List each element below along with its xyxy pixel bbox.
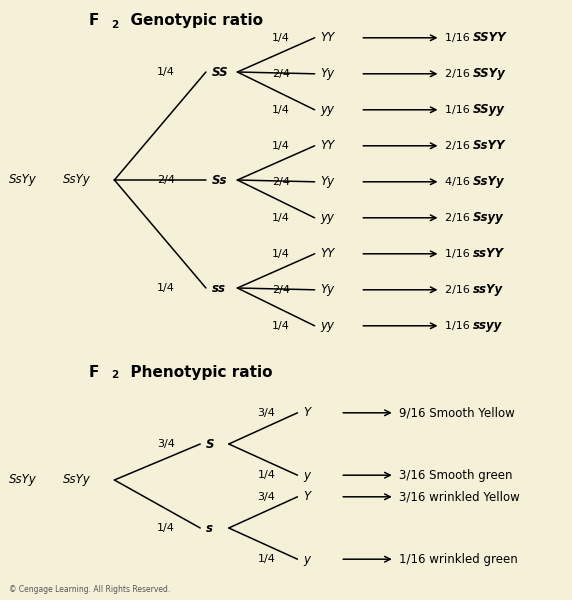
Text: 1/4: 1/4 (272, 213, 289, 223)
Text: Y: Y (303, 406, 310, 419)
Text: ssYY: ssYY (472, 247, 503, 260)
Text: YY: YY (320, 31, 335, 44)
Text: y: y (303, 469, 310, 482)
Text: 2/4: 2/4 (272, 177, 289, 187)
Text: 4/16: 4/16 (445, 177, 474, 187)
Text: yy: yy (320, 211, 334, 224)
Text: Yy: Yy (320, 175, 335, 188)
Text: SSyy: SSyy (472, 103, 505, 116)
Text: Genotypic ratio: Genotypic ratio (120, 13, 263, 28)
Text: SsYy: SsYy (472, 175, 504, 188)
Text: yy: yy (320, 319, 334, 332)
Text: 2/4: 2/4 (272, 285, 289, 295)
Text: 1/16: 1/16 (445, 105, 473, 115)
Text: Phenotypic ratio: Phenotypic ratio (120, 365, 273, 380)
Text: F: F (89, 13, 99, 28)
Text: 1/4: 1/4 (157, 67, 175, 77)
Text: 3/4: 3/4 (157, 439, 175, 449)
Text: 1/4: 1/4 (157, 523, 175, 533)
Text: SSYY: SSYY (472, 31, 506, 44)
Text: 1/4: 1/4 (272, 249, 289, 259)
Text: SsYy: SsYy (63, 173, 91, 187)
Text: 1/4: 1/4 (272, 105, 289, 115)
Text: 3/16 Smooth green: 3/16 Smooth green (399, 469, 513, 482)
Text: SSYy: SSYy (472, 67, 505, 80)
Text: 1/16: 1/16 (445, 249, 473, 259)
Text: Yy: Yy (320, 283, 335, 296)
Text: 1/4: 1/4 (272, 33, 289, 43)
Text: y: y (303, 553, 310, 566)
Text: 2/4: 2/4 (272, 69, 289, 79)
Text: F: F (89, 365, 99, 380)
Text: ssYy: ssYy (472, 283, 503, 296)
Text: S: S (206, 437, 214, 451)
Text: SsYy: SsYy (9, 173, 37, 187)
Text: SsYy: SsYy (9, 473, 37, 487)
Text: 2: 2 (112, 20, 119, 30)
Text: Y: Y (303, 490, 310, 503)
Text: 1/4: 1/4 (257, 554, 275, 564)
Text: Ss: Ss (212, 173, 227, 187)
Text: 3/16 wrinkled Yellow: 3/16 wrinkled Yellow (399, 490, 520, 503)
Text: yy: yy (320, 103, 334, 116)
Text: 2/16: 2/16 (445, 213, 474, 223)
Text: 2/16: 2/16 (445, 69, 474, 79)
Text: 1/4: 1/4 (272, 321, 289, 331)
Text: 2: 2 (112, 370, 119, 380)
Text: © Cengage Learning. All Rights Reserved.: © Cengage Learning. All Rights Reserved. (9, 585, 170, 594)
Text: 2/16: 2/16 (445, 141, 474, 151)
Text: 1/16: 1/16 (445, 321, 473, 331)
Text: 1/16 wrinkled green: 1/16 wrinkled green (399, 553, 518, 566)
Text: SsYy: SsYy (63, 473, 91, 487)
Text: s: s (206, 521, 213, 535)
Text: YY: YY (320, 247, 335, 260)
Text: 3/4: 3/4 (257, 492, 275, 502)
Text: ssyy: ssyy (472, 319, 502, 332)
Text: 9/16 Smooth Yellow: 9/16 Smooth Yellow (399, 406, 515, 419)
Text: 3/4: 3/4 (257, 408, 275, 418)
Text: Yy: Yy (320, 67, 335, 80)
Text: 2/4: 2/4 (157, 175, 175, 185)
Text: ss: ss (212, 281, 225, 295)
Text: 2/16: 2/16 (445, 285, 474, 295)
Text: SS: SS (212, 65, 228, 79)
Text: Ssyy: Ssyy (472, 211, 503, 224)
Text: SsYY: SsYY (472, 139, 505, 152)
Text: 1/4: 1/4 (272, 141, 289, 151)
Text: 1/16: 1/16 (445, 33, 473, 43)
Text: 1/4: 1/4 (257, 470, 275, 480)
Text: 1/4: 1/4 (157, 283, 175, 293)
Text: YY: YY (320, 139, 335, 152)
